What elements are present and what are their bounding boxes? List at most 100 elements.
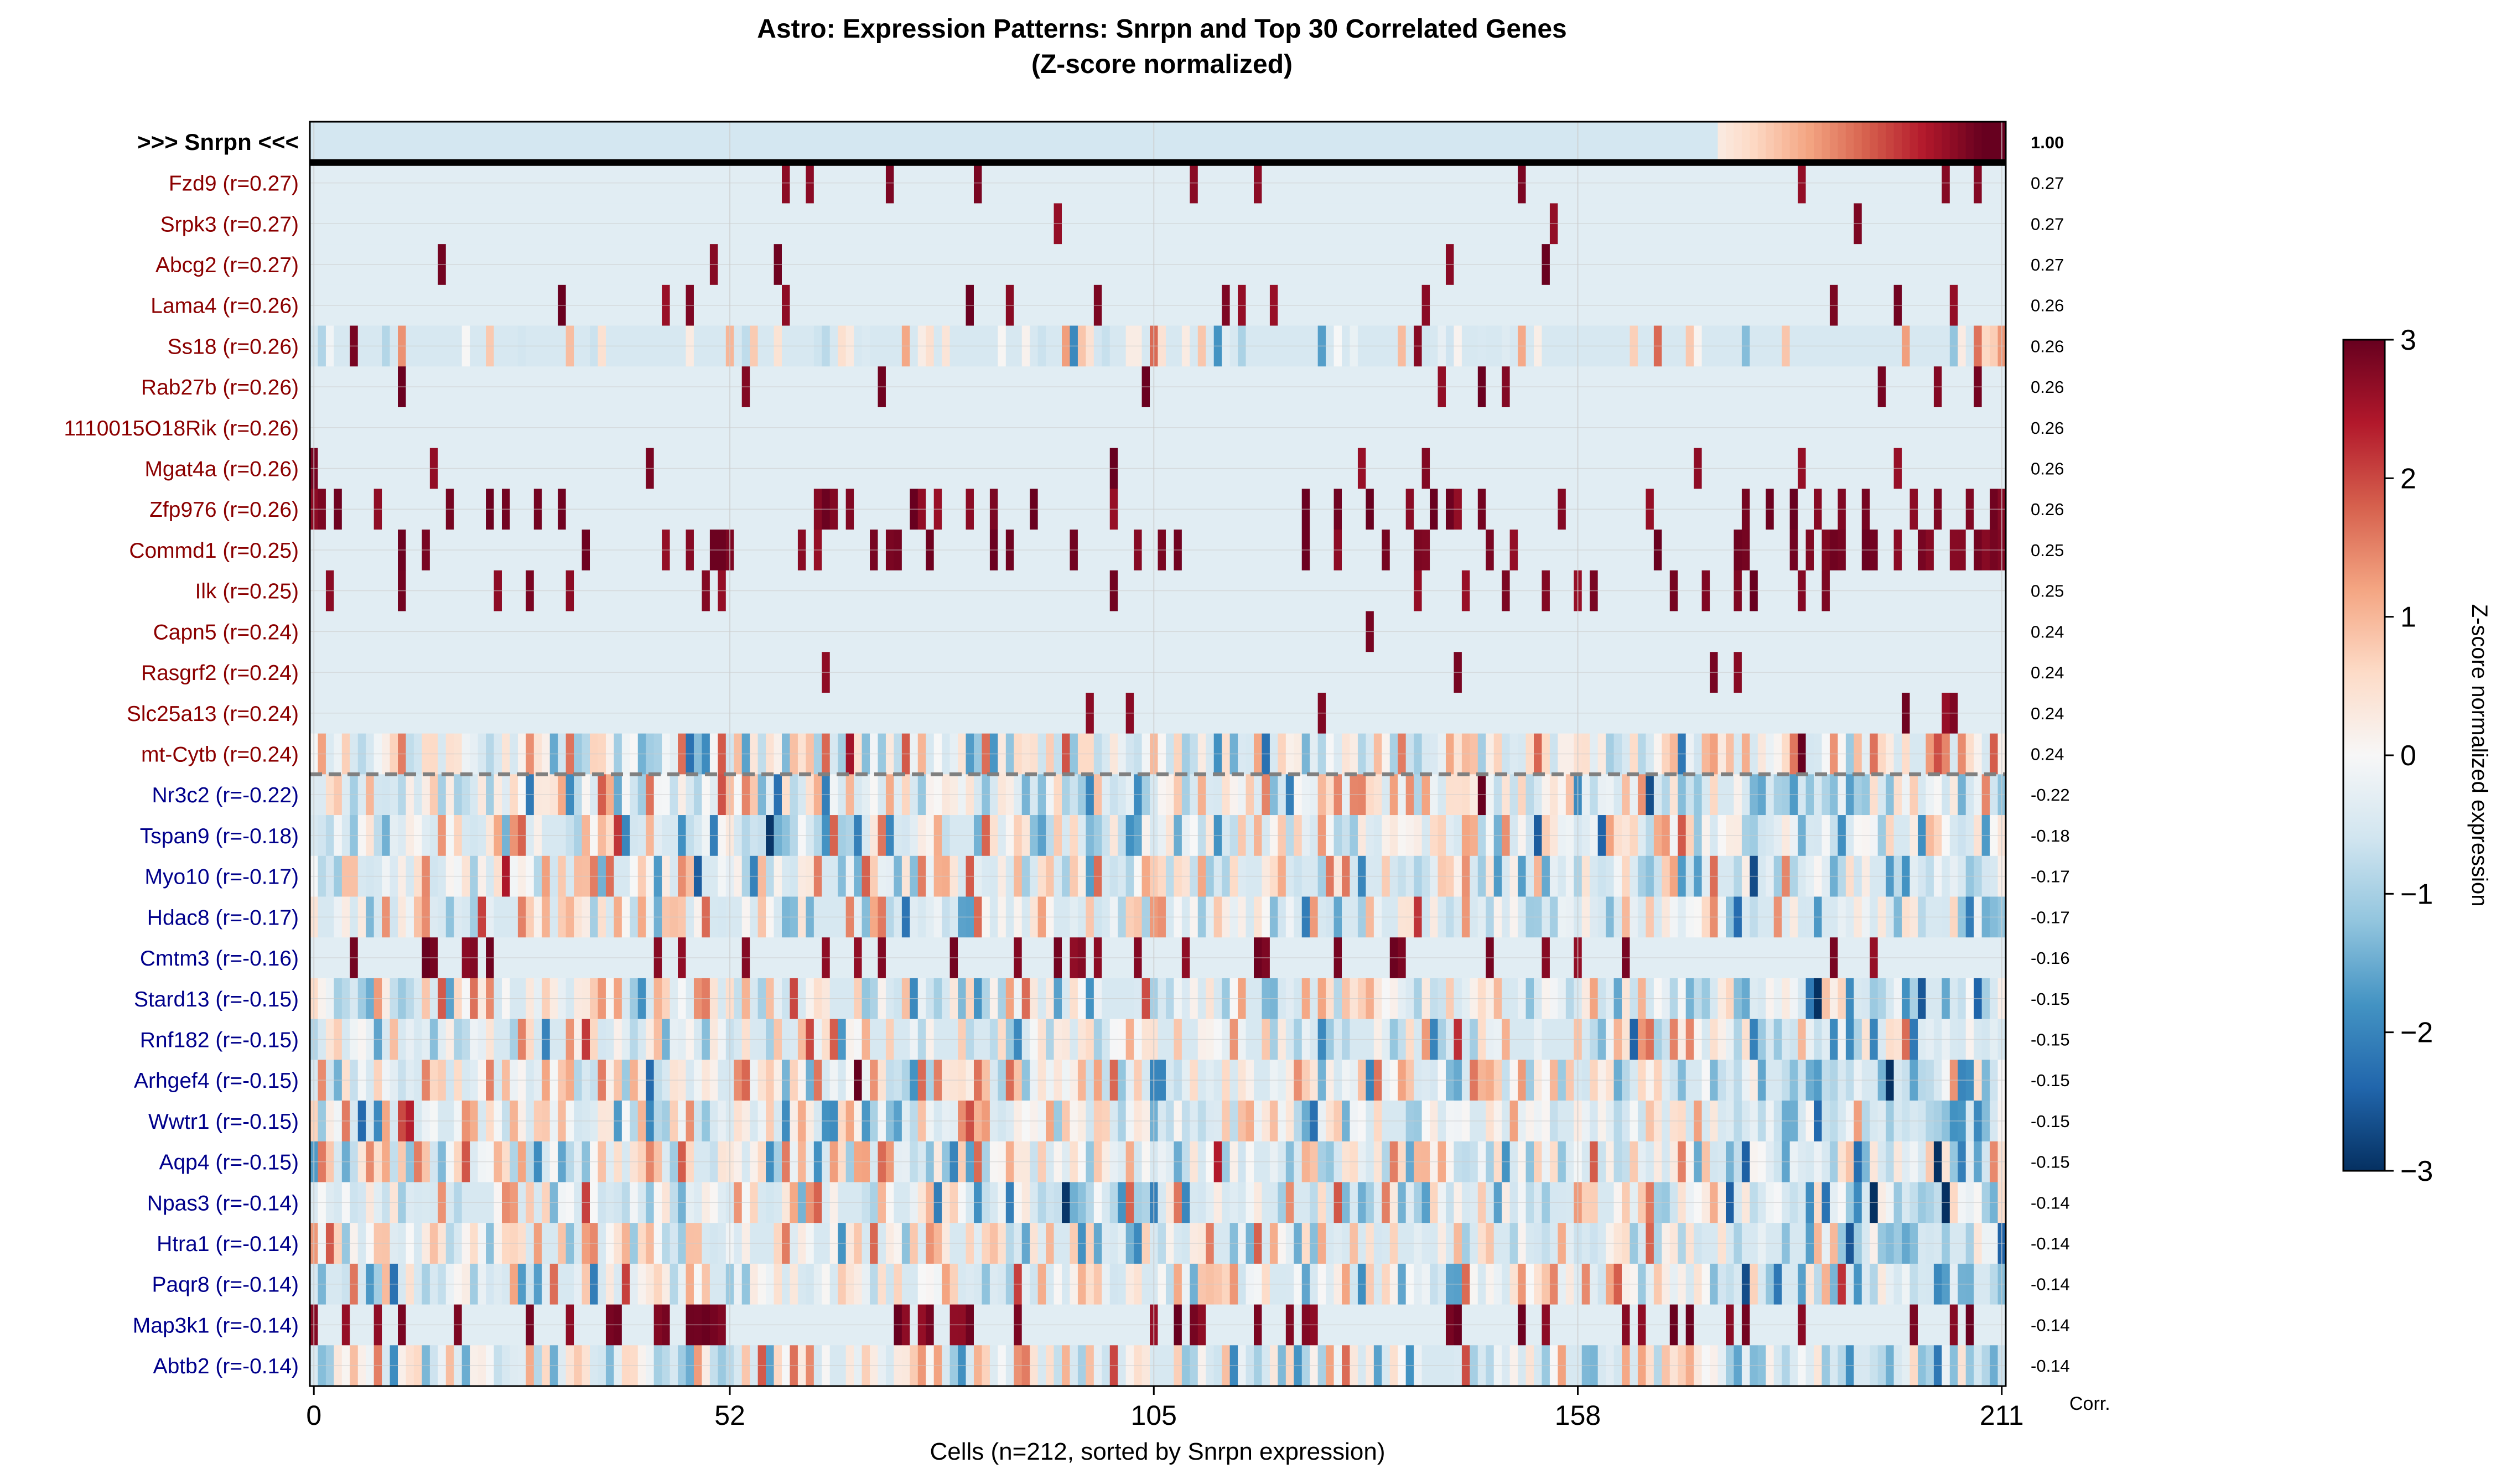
colorbar-tick-label: −1 bbox=[2400, 878, 2433, 910]
row-label: Abtb2 (r=-0.14) bbox=[153, 1355, 299, 1378]
row-label: Ss18 (r=0.26) bbox=[168, 335, 299, 359]
corr-label: -0.15 bbox=[2031, 1112, 2070, 1131]
row-separators bbox=[310, 159, 2006, 776]
row-label: Aqp4 (r=-0.15) bbox=[159, 1151, 299, 1175]
corr-label: 0.26 bbox=[2031, 459, 2064, 479]
heatmap-cell bbox=[1886, 122, 1895, 163]
corr-label: -0.15 bbox=[2031, 1030, 2070, 1049]
heatmap-cell bbox=[1725, 122, 1735, 163]
chart-title: Astro: Expression Patterns: Snrpn and To… bbox=[757, 14, 1566, 44]
heatmap-cell bbox=[1782, 122, 1791, 163]
row-label: Ilk (r=0.25) bbox=[195, 580, 299, 604]
row-labels: >>> Snrpn <<< Fzd9 (r=0.27) Srpk3 (r=0.27)… bbox=[64, 129, 299, 1378]
heatmap-cell bbox=[1750, 122, 1758, 163]
x-tick-label: 158 bbox=[1555, 1400, 1601, 1431]
row-label: Arhgef4 (r=-0.15) bbox=[134, 1069, 299, 1093]
row-label: Rab27b (r=0.26) bbox=[141, 376, 299, 399]
heatmap-cell bbox=[1870, 122, 1879, 163]
heatmap-cell bbox=[1917, 122, 1927, 163]
corr-label: -0.14 bbox=[2031, 1356, 2070, 1376]
row-label: mt-Cytb (r=0.24) bbox=[141, 743, 299, 767]
heatmap-cell bbox=[1717, 122, 1726, 163]
colorbar-tick-label: 3 bbox=[2400, 324, 2416, 356]
corr-label: -0.15 bbox=[2031, 1071, 2070, 1090]
colorbar-label: Z-score normalized expression bbox=[2467, 604, 2492, 907]
heatmap-cell bbox=[1942, 122, 1950, 163]
colorbar-tick-label: −3 bbox=[2400, 1155, 2433, 1187]
heatmap-cell bbox=[1949, 122, 1958, 163]
corr-label: -0.17 bbox=[2031, 907, 2070, 927]
row-label: Tspan9 (r=-0.18) bbox=[140, 824, 299, 848]
x-tick-label: 211 bbox=[1980, 1400, 2024, 1431]
row-label: Map3k1 (r=-0.14) bbox=[133, 1314, 299, 1337]
chart-subtitle: (Z-score normalized) bbox=[1031, 50, 1293, 79]
row-label: Cmtm3 (r=-0.16) bbox=[140, 947, 299, 971]
heatmap-cell bbox=[1798, 122, 1807, 163]
row-label: Hdac8 (r=-0.17) bbox=[147, 906, 299, 930]
corr-label: 0.26 bbox=[2031, 418, 2064, 438]
heatmap-cell bbox=[1877, 122, 1886, 163]
corr-label: 0.24 bbox=[2031, 663, 2064, 682]
heatmap-cell bbox=[1789, 122, 1798, 163]
heatmap-cell bbox=[1965, 122, 1974, 163]
x-axis-label: Cells (n=212, sorted by Snrpn expression… bbox=[930, 1438, 1385, 1465]
heatmap-cell bbox=[1757, 122, 1766, 163]
row-label: Myo10 (r=-0.17) bbox=[144, 865, 299, 889]
corr-header: Corr. bbox=[2069, 1393, 2110, 1414]
heatmap-cell bbox=[1838, 122, 1846, 163]
corr-label: -0.14 bbox=[2031, 1275, 2070, 1294]
corr-label: 0.26 bbox=[2031, 377, 2064, 397]
corr-label: -0.18 bbox=[2031, 826, 2070, 845]
heatmap-cell bbox=[1766, 122, 1774, 163]
corr-label: 0.25 bbox=[2031, 541, 2064, 560]
row-label: 1110015O18Rik (r=0.26) bbox=[64, 417, 299, 440]
colorbar-ticks: 3 2 1 0 −1 −2 −3 bbox=[2385, 324, 2433, 1187]
corr-label: -0.14 bbox=[2031, 1315, 2070, 1335]
target-corr-label: 1.00 bbox=[2031, 133, 2064, 152]
heatmap-cell bbox=[1773, 122, 1782, 163]
row-label: Htra1 (r=-0.14) bbox=[157, 1232, 299, 1256]
row-label: Wwtr1 (r=-0.15) bbox=[148, 1110, 299, 1134]
corr-label: 0.24 bbox=[2031, 622, 2064, 641]
heatmap-cell bbox=[1981, 122, 2006, 163]
x-axis: 0 52 105 158 211 bbox=[306, 1386, 2024, 1431]
row-label: Stard13 (r=-0.15) bbox=[134, 988, 299, 1011]
row-label: Abcg2 (r=0.27) bbox=[155, 253, 299, 277]
heatmap-cell bbox=[1734, 122, 1742, 163]
heatmap-cell bbox=[1854, 122, 1862, 163]
heatmap-cell bbox=[1926, 122, 1934, 163]
heatmap-cell bbox=[1861, 122, 1870, 163]
colorbar-tick-label: −2 bbox=[2400, 1017, 2433, 1049]
corr-label: 0.24 bbox=[2031, 745, 2064, 764]
colorbar-tick-label: 1 bbox=[2400, 601, 2416, 634]
row-label: Lama4 (r=0.26) bbox=[151, 294, 299, 318]
corr-label: 0.27 bbox=[2031, 214, 2064, 234]
heatmap-cell bbox=[1814, 122, 1823, 163]
row-label: Rasgrf2 (r=0.24) bbox=[141, 661, 299, 685]
x-tick-label: 0 bbox=[306, 1400, 321, 1431]
heatmap-cell bbox=[1902, 122, 1911, 163]
corr-label: -0.16 bbox=[2031, 948, 2070, 968]
colorbar-tick-label: 0 bbox=[2400, 740, 2416, 772]
corr-label: -0.14 bbox=[2031, 1234, 2070, 1253]
corr-labels: 1.00 0.27 0.27 0.27 0.26 0.26 0.26 0.26 0.26 0.26… bbox=[2031, 133, 2070, 1376]
colorbar-tick-label: 2 bbox=[2400, 463, 2416, 495]
heatmap-cell bbox=[1909, 122, 1918, 163]
corr-label: -0.15 bbox=[2031, 1153, 2070, 1172]
corr-label: 0.26 bbox=[2031, 336, 2064, 356]
heatmap-cell bbox=[1893, 122, 1902, 163]
row-label: Nr3c2 (r=-0.22) bbox=[152, 783, 299, 807]
corr-label: 0.27 bbox=[2031, 174, 2064, 193]
row-label: Zfp976 (r=0.26) bbox=[149, 498, 299, 522]
row-label: Fzd9 (r=0.27) bbox=[169, 172, 299, 196]
heatmap-cell bbox=[1845, 122, 1854, 163]
corr-label: 0.26 bbox=[2031, 500, 2064, 519]
corr-label: -0.15 bbox=[2031, 989, 2070, 1009]
x-tick-label: 52 bbox=[714, 1400, 745, 1431]
heatmap-cell bbox=[1741, 122, 1750, 163]
row-label: Capn5 (r=0.24) bbox=[153, 620, 299, 644]
heatmap-cell bbox=[1829, 122, 1838, 163]
row-label: Srpk3 (r=0.27) bbox=[160, 212, 299, 236]
